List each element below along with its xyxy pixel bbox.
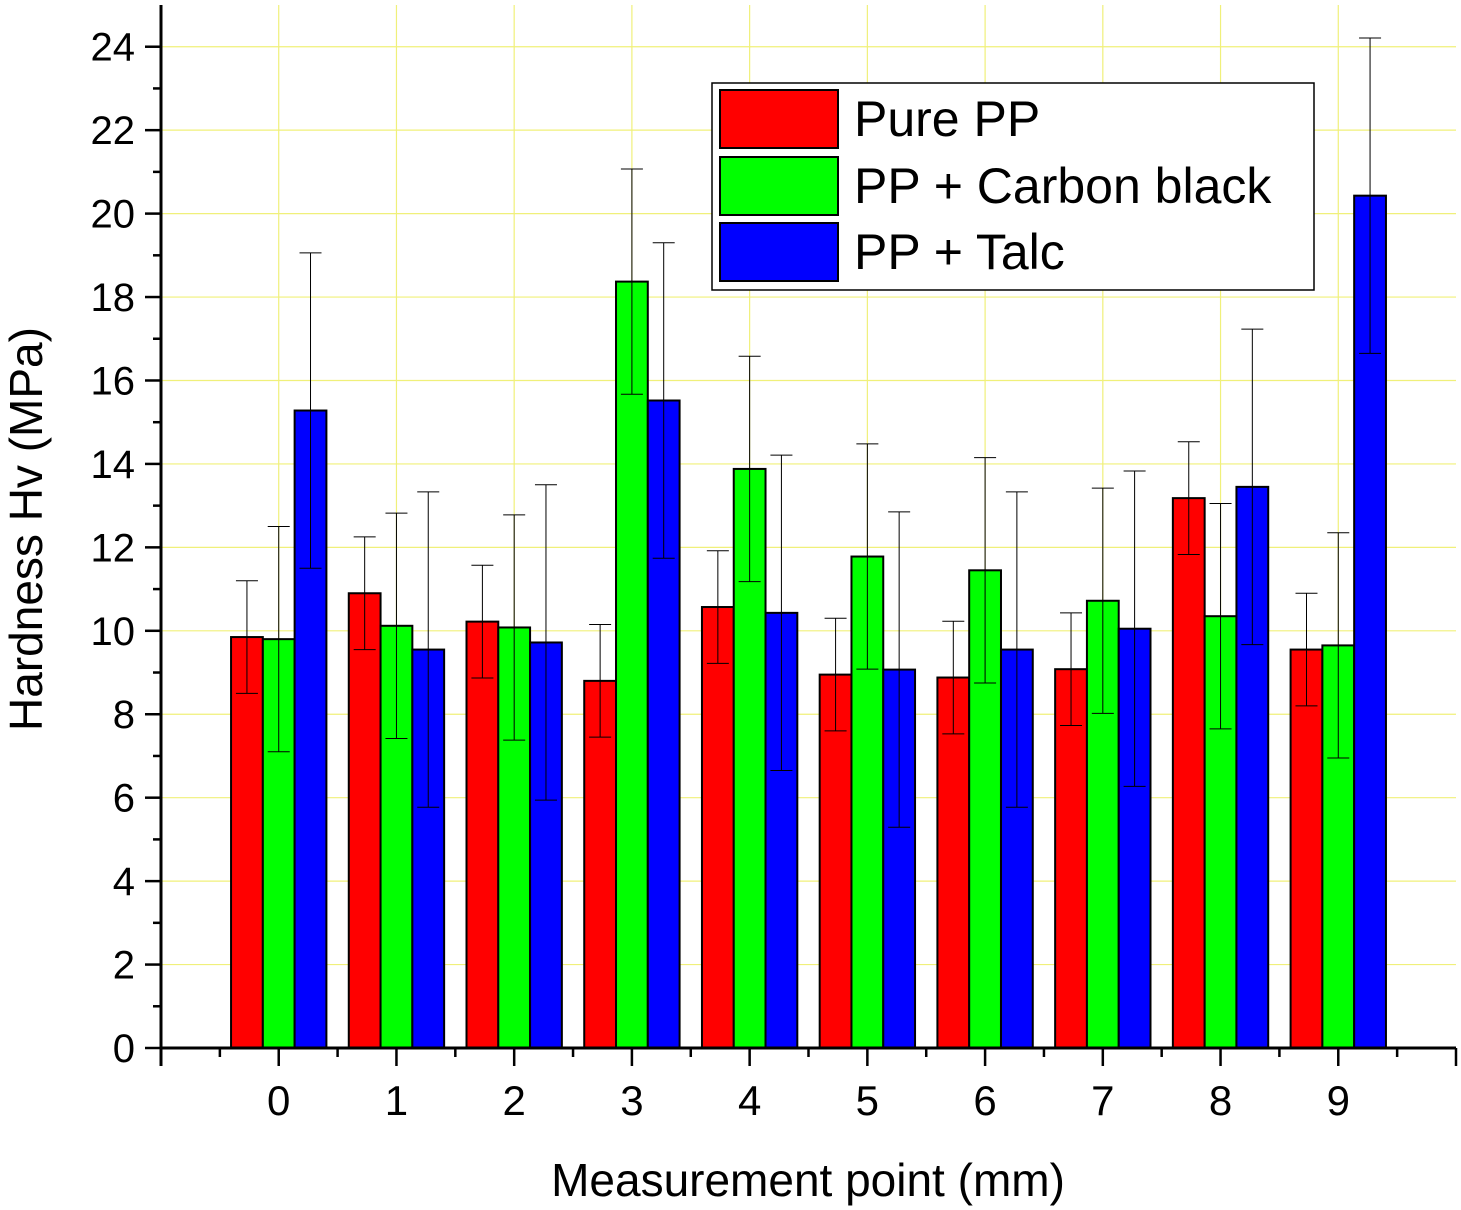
y-tick-label: 12 — [91, 526, 136, 570]
y-tick-label: 24 — [91, 26, 136, 70]
error-bar — [503, 514, 526, 741]
x-tick-label: 1 — [385, 1077, 408, 1124]
x-tick-label: 4 — [738, 1077, 761, 1124]
error-bars — [235, 37, 1382, 828]
x-tick-label: 8 — [1209, 1077, 1232, 1124]
error-bar — [353, 536, 376, 651]
error-bar — [1209, 503, 1232, 730]
error-bar — [824, 617, 847, 732]
error-bar — [235, 580, 258, 694]
axes — [145, 5, 1458, 1066]
x-tick-label: 0 — [267, 1077, 290, 1124]
legend-swatch — [719, 222, 839, 282]
x-tick-label: 3 — [620, 1077, 643, 1124]
y-tick-label: 14 — [91, 443, 136, 487]
y-tick-label: 20 — [91, 193, 136, 237]
legend-swatch — [719, 89, 839, 149]
y-tick-label: 16 — [91, 359, 136, 403]
error-bar — [299, 252, 322, 569]
bar-pure-pp-0 — [230, 636, 264, 1049]
legend-label: PP + Carbon black — [854, 158, 1272, 214]
x-tick-label: 6 — [973, 1077, 996, 1124]
error-bar — [1123, 470, 1146, 787]
error-bar — [974, 457, 997, 684]
error-bar — [620, 168, 643, 395]
error-bar — [770, 454, 793, 772]
error-bar — [534, 484, 557, 801]
y-tick-label: 2 — [113, 944, 135, 988]
bar-pure-pp-1 — [347, 592, 382, 1049]
y-tick-label: 10 — [91, 610, 136, 654]
error-bar — [1359, 37, 1382, 354]
legend-entry: Pure PP — [719, 89, 1040, 149]
error-bar — [1241, 328, 1264, 646]
legend-label: PP + Talc — [854, 224, 1065, 280]
y-axis-label: Hardness Hv (MPa) — [0, 327, 52, 731]
error-bar — [888, 511, 911, 828]
y-tick-label: 22 — [91, 109, 136, 153]
error-bar — [417, 491, 440, 808]
bar-pp-carbon-black-3 — [615, 280, 649, 1050]
error-bar — [471, 564, 494, 679]
error-bar — [706, 550, 729, 664]
legend-label: Pure PP — [854, 91, 1040, 147]
y-tick-label: 8 — [113, 693, 135, 737]
bar-pure-pp-4 — [700, 606, 735, 1049]
legend-swatch — [719, 156, 839, 216]
bar-pure-pp-8 — [1171, 497, 1206, 1050]
bar-pure-pp-7 — [1054, 668, 1088, 1049]
y-tick-label: 4 — [113, 860, 135, 904]
error-bar — [1295, 592, 1318, 707]
error-bar — [942, 620, 965, 735]
error-bar — [1005, 491, 1028, 808]
bars — [230, 194, 1387, 1050]
error-bar — [385, 512, 408, 739]
error-bar — [1060, 612, 1083, 727]
bar-pure-pp-3 — [583, 679, 618, 1049]
legend: Pure PP PP + Carbon black PP + Talc — [711, 82, 1315, 291]
error-bar — [856, 443, 879, 670]
bar-pp-talc-8 — [1235, 485, 1270, 1049]
error-bar — [1177, 441, 1200, 555]
bar-pure-pp-2 — [465, 620, 500, 1049]
error-bar — [738, 355, 761, 583]
y-tick-label: 6 — [113, 777, 135, 821]
x-tick-label: 9 — [1327, 1077, 1350, 1124]
x-axis-label: Measurement point (mm) — [551, 1154, 1065, 1206]
error-bar — [1327, 532, 1350, 759]
x-tick-label: 5 — [856, 1077, 879, 1124]
error-bar — [589, 624, 612, 738]
error-bar — [267, 526, 290, 753]
legend-entry: PP + Talc — [719, 222, 1065, 282]
error-bar — [652, 242, 675, 559]
bar-pure-pp-9 — [1289, 648, 1324, 1049]
bar-pure-pp-6 — [936, 676, 971, 1050]
error-bar — [1091, 487, 1114, 714]
x-tick-label: 2 — [503, 1077, 526, 1124]
legend-entry: PP + Carbon black — [719, 156, 1272, 216]
x-tick-label: 7 — [1091, 1077, 1114, 1124]
y-tick-label: 18 — [91, 276, 136, 320]
y-tick-label: 0 — [113, 1027, 135, 1071]
